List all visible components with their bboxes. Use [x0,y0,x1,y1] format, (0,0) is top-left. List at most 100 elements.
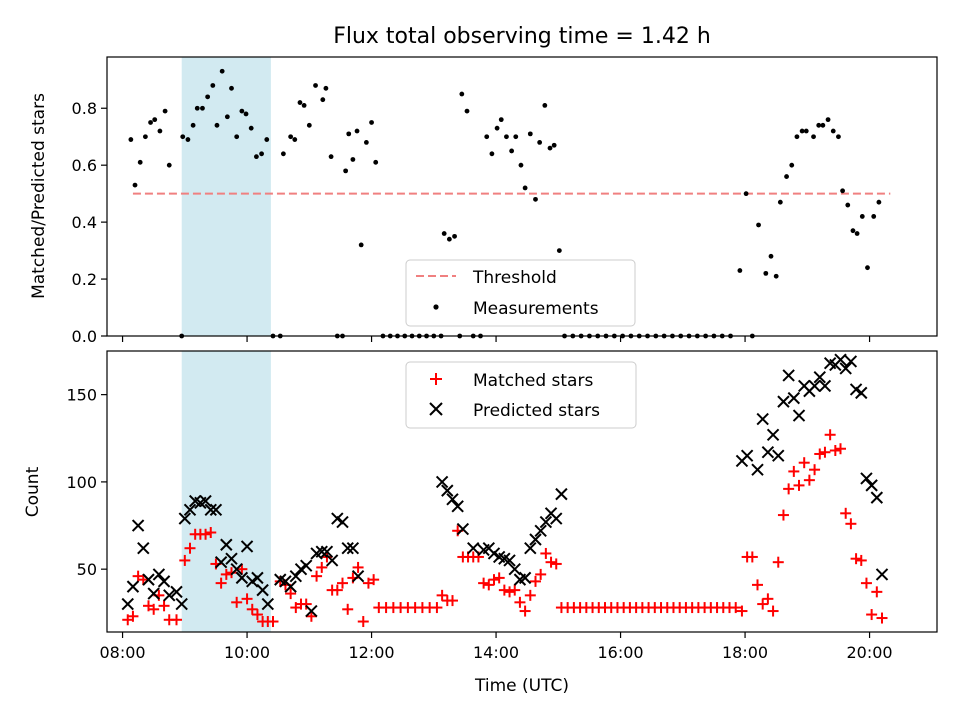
measurement-point [194,105,200,111]
top-highlight-band [181,57,271,336]
measurement-point [346,131,352,137]
matched-star-marker [866,609,878,621]
matched-star-marker [331,584,343,596]
measurement-point [865,265,870,271]
bottom-panel: 50 100 150 08:00 10:00 12:00 14:00 16:00 18:00 2… [23,350,938,696]
predicted-star-stroke [860,472,873,485]
matched-star-marker [446,595,458,607]
measurement-point [811,134,816,140]
predicted-star-stroke [142,573,155,586]
matched-star-marker [840,507,852,519]
predicted-star-stroke [261,597,275,611]
measurement-point [850,228,856,234]
predicted-star-stroke [441,484,454,497]
bottom-y-axis-label: Count [23,466,43,517]
measurement-point [784,174,789,179]
measurement-point [547,145,553,151]
measurement-point [513,134,519,140]
predicted-star-marker [446,493,459,506]
matched-star-marker [793,479,805,491]
predicted-star-stroke [199,494,212,508]
matched-star-marker [550,558,562,570]
matched-star-marker [540,547,552,559]
predicted-star-marker [175,597,188,611]
bottom-highlight-band [181,351,271,632]
matched-star-marker [342,603,354,615]
predicted-star-marker [199,494,212,508]
measurement-point [504,134,509,140]
predicted-star-marker [772,449,785,462]
predicted-star-marker [142,573,155,586]
measurement-point [494,125,500,131]
predicted-star-stroke [818,379,832,393]
predicted-star-stroke [508,562,521,576]
legend-matched-swatch [430,373,442,385]
measurement-point [280,151,286,157]
measurement-point [816,122,822,128]
predicted-star-marker [289,569,303,583]
measurement-point [446,236,452,242]
measurement-point [522,185,528,191]
predicted-star-marker [284,580,297,593]
measurement-point [239,108,245,114]
matched-star-marker [772,556,784,568]
matched-star-marker [736,605,748,617]
predicted-star-stroke [550,512,563,525]
predicted-star-marker [163,589,176,602]
predicted-star-marker [792,409,806,422]
top-y-tick-label: 0.0 [72,327,97,346]
measurement-point [229,85,234,91]
predicted-star-stroke [152,568,166,581]
matched-star-marker [803,474,815,486]
matched-star-marker [777,509,789,521]
measurement-point [820,122,826,128]
predicted-star-marker [251,571,264,585]
measurement-point [205,94,211,100]
bottom-y-tick-label: 50 [77,560,97,579]
predicted-star-marker [336,515,349,529]
bottom-axes-frame [106,350,938,633]
matched-star-marker [845,518,857,530]
matched-star-marker [819,446,831,458]
predicted-star-marker [256,583,269,597]
predicted-star-marker [220,538,233,551]
measurement-point [556,248,562,253]
measurement-point [533,196,538,202]
predicted-star-stroke [766,428,780,441]
legend-measurements-label: Measurements [473,299,599,319]
measurement-point [313,83,318,88]
matched-star-marker [545,556,557,568]
measurement-point [162,108,168,114]
matched-star-marker [246,603,258,615]
predicted-star-marker [844,355,858,368]
bottom-y-tick-label: 150 [66,386,97,405]
measurement-point [369,120,374,125]
matched-star-marker [171,614,183,626]
matched-star-marker [835,443,847,455]
matched-star-marker [829,444,841,456]
predicted-star-stroke [451,500,464,513]
measurement-point [354,128,360,134]
predicted-star-stroke [289,569,303,583]
predicted-star-marker [351,569,365,583]
top-y-tick-label: 0.4 [72,213,97,232]
predicted-star-marker [524,542,537,555]
bottom-x-tick-label: 20:00 [847,643,893,662]
matched-star-marker [436,589,448,601]
matched-star-marker [762,593,774,605]
matched-star-marker [798,457,810,469]
top-y-tick-label: 0.8 [72,99,97,118]
measurement-point [773,273,779,279]
matched-star-marker [357,616,369,628]
matched-star-marker [200,528,212,540]
bottom-x-tick-label: 16:00 [598,643,644,662]
predicted-star-stroke [782,369,795,382]
matched-star-marker [184,542,196,554]
matched-star-marker [871,586,883,598]
predicted-star-marker [834,353,847,366]
top-x-ticks [121,336,871,342]
measurement-point [219,68,225,74]
measurement-point [137,159,143,165]
measurement-point [343,168,349,174]
